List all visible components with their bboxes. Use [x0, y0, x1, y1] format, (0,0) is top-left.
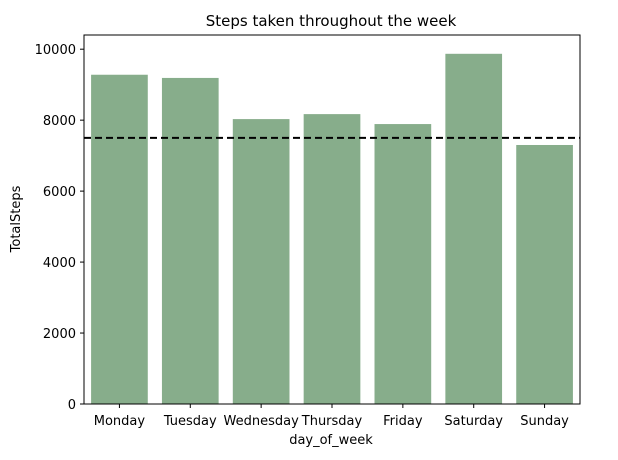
y-tick-label: 6000: [43, 185, 76, 200]
x-tick-label: Friday: [383, 414, 423, 429]
y-tick-label: 2000: [43, 327, 76, 342]
bar-wednesday: [232, 119, 290, 404]
y-axis-label: TotalSteps: [9, 185, 24, 253]
bar-monday: [91, 74, 148, 405]
y-tick-label: 8000: [43, 114, 76, 129]
bars-layer: [91, 53, 573, 405]
chart-title: Steps taken throughout the week: [206, 12, 457, 30]
x-tick-label: Thursday: [301, 414, 363, 429]
x-tick-label: Tuesday: [163, 414, 217, 429]
y-tick-label: 4000: [43, 256, 76, 271]
x-tick-label: Wednesday: [224, 414, 300, 429]
bar-tuesday: [161, 77, 219, 405]
y-tick-label: 10000: [35, 43, 76, 58]
bar-friday: [374, 124, 432, 404]
y-tick-label: 0: [68, 398, 76, 413]
bar-saturday: [445, 53, 503, 405]
x-tick-label: Monday: [94, 414, 146, 429]
x-axis-label: day_of_week: [289, 433, 373, 448]
x-tick-label: Sunday: [520, 414, 569, 429]
ticks-layer: Monday Tuesday Wednesday Thursday Friday Satu…: [35, 43, 570, 429]
x-tick-label: Saturday: [444, 414, 503, 429]
bar-sunday: [516, 144, 573, 405]
bar-thursday: [303, 114, 361, 405]
